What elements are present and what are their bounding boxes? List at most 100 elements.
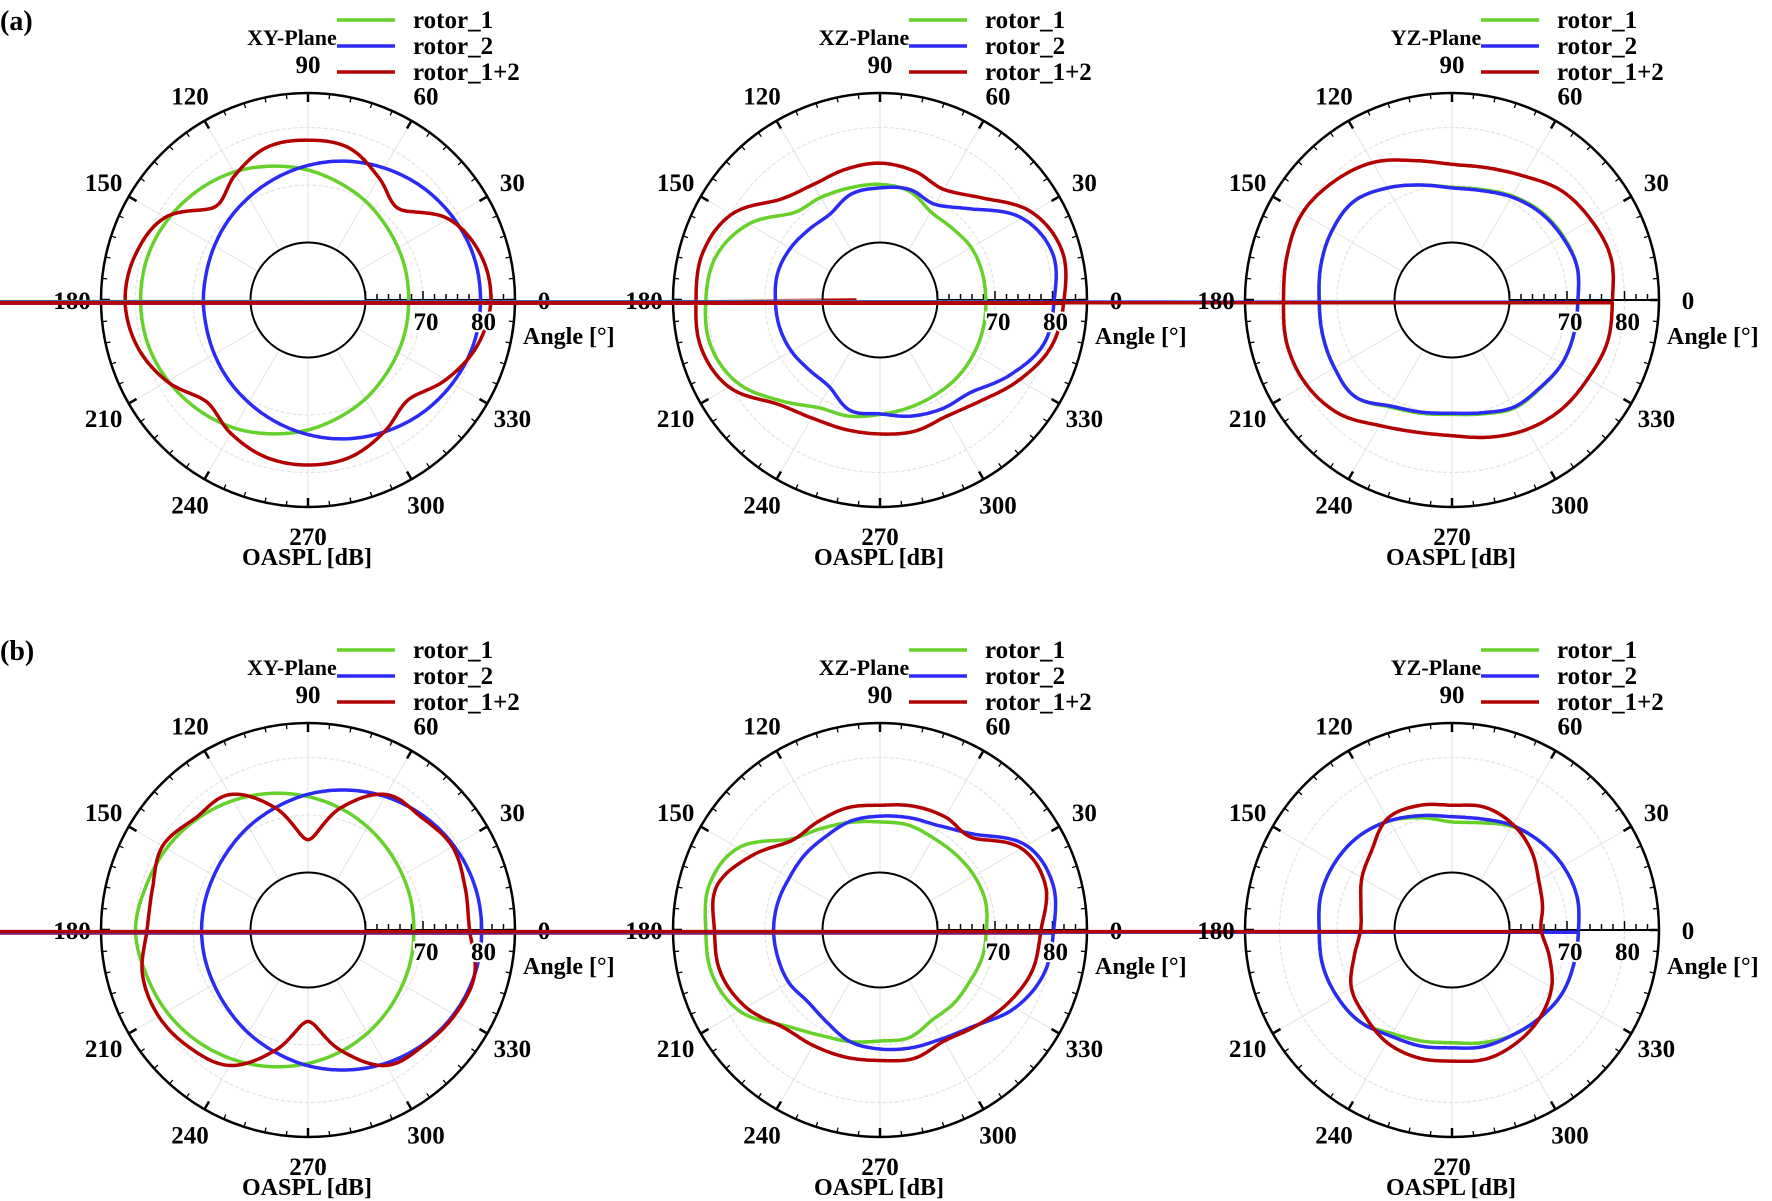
angle-minor-tick xyxy=(153,434,159,439)
angle-minor-tick xyxy=(243,491,247,498)
angle-minor-tick xyxy=(1513,102,1517,109)
angle-minor-tick xyxy=(223,740,227,746)
angle-minor-tick xyxy=(998,132,1003,137)
angle-minor-tick xyxy=(1080,950,1086,953)
angular-gridline xyxy=(1501,826,1632,902)
angle-minor-tick xyxy=(105,341,111,344)
angle-major-tick xyxy=(1050,195,1060,203)
angle-tick-label: 60 xyxy=(414,84,439,111)
inner-circle xyxy=(1393,241,1511,359)
angular-gridline xyxy=(700,958,831,1034)
angular-gridline xyxy=(128,328,259,404)
angle-minor-tick xyxy=(492,1011,498,1015)
angle-minor-tick xyxy=(471,418,476,423)
angle-tick-label: 330 xyxy=(494,406,532,433)
angle-minor-tick xyxy=(941,102,945,109)
angle-minor-tick xyxy=(795,1114,799,1120)
angle-minor-tick xyxy=(264,497,267,503)
angle-minor-tick xyxy=(169,449,174,455)
angle-tick-label: 270 xyxy=(289,1154,327,1181)
angle-minor-tick xyxy=(682,235,689,239)
angle-tick-label: 300 xyxy=(979,492,1017,519)
angle-axis-label: Angle [°] xyxy=(1667,954,1759,980)
angle-minor-tick xyxy=(1652,277,1658,280)
angle-tick-label: 60 xyxy=(414,714,439,741)
angle-major-tick xyxy=(977,750,985,760)
angle-major-tick xyxy=(203,750,211,760)
angular-gridline xyxy=(336,120,412,251)
angle-axis-label: Angle [°] xyxy=(1095,324,1187,350)
angle-tick-label: 270 xyxy=(289,524,327,551)
angle-minor-tick xyxy=(1367,484,1371,490)
angle-minor-tick xyxy=(677,971,683,974)
angle-tick-label: 30 xyxy=(1644,170,1669,197)
angle-minor-tick xyxy=(712,807,717,812)
legend-label: rotor_1 xyxy=(985,637,1065,664)
angular-gridline xyxy=(336,349,412,480)
panel-title: YZ-Plane xyxy=(1391,25,1482,50)
angle-tick-label: 180 xyxy=(1197,918,1235,945)
angle-minor-tick xyxy=(1043,177,1048,182)
angle-minor-tick xyxy=(442,775,447,781)
angle-minor-tick xyxy=(1493,1127,1496,1133)
angle-minor-tick xyxy=(457,1064,463,1069)
angle-minor-tick xyxy=(712,418,717,423)
angle-minor-tick xyxy=(389,484,393,490)
angle-tick-label: 240 xyxy=(1315,492,1353,519)
angle-major-tick xyxy=(478,195,488,203)
angle-minor-tick xyxy=(1246,950,1252,953)
angle-minor-tick xyxy=(1297,791,1303,796)
angle-major-tick xyxy=(1272,397,1282,405)
series-line-rotor_1-plus-2 xyxy=(0,802,1554,1064)
angle-minor-tick xyxy=(264,1127,267,1133)
angle-major-tick xyxy=(128,397,138,405)
angle-minor-tick xyxy=(690,215,696,219)
angle-minor-tick xyxy=(1071,361,1078,365)
angle-major-tick xyxy=(977,1100,985,1110)
angle-tick-label: 210 xyxy=(657,406,695,433)
angle-tick-label: 210 xyxy=(1229,1036,1267,1063)
angle-minor-tick xyxy=(1071,865,1078,869)
angle-minor-tick xyxy=(998,463,1003,468)
angle-minor-tick xyxy=(1297,161,1303,166)
angle-minor-tick xyxy=(674,907,680,910)
angular-gridline xyxy=(1272,826,1403,902)
angle-major-tick xyxy=(128,1027,138,1035)
radius-tick-label: 70 xyxy=(1558,939,1583,966)
angle-major-tick xyxy=(1347,750,1355,760)
angle-tick-label: 30 xyxy=(500,170,525,197)
angle-minor-tick xyxy=(243,1121,247,1128)
angle-minor-tick xyxy=(1649,886,1655,889)
angle-major-tick xyxy=(1272,825,1282,833)
panel-title: XZ-Plane xyxy=(819,25,910,50)
angle-minor-tick xyxy=(1071,235,1078,239)
angle-major-tick xyxy=(775,120,783,130)
angle-tick-label: 210 xyxy=(85,1036,123,1063)
angle-minor-tick xyxy=(757,132,762,137)
angle-major-tick xyxy=(1622,397,1632,405)
angle-minor-tick xyxy=(1601,791,1607,796)
angular-gridline xyxy=(357,958,488,1034)
legend-label: rotor_1+2 xyxy=(985,59,1092,86)
angle-minor-tick xyxy=(1387,1121,1391,1128)
angle-minor-tick xyxy=(1408,97,1411,103)
angle-minor-tick xyxy=(1014,449,1019,455)
angular-gridline xyxy=(908,979,984,1110)
angle-minor-tick xyxy=(1429,500,1432,506)
angle-minor-tick xyxy=(1387,491,1391,498)
angle-minor-tick xyxy=(1284,1048,1289,1053)
angle-tick-label: 150 xyxy=(85,800,123,827)
angle-minor-tick xyxy=(153,161,159,166)
angle-tick-label: 330 xyxy=(1638,406,1676,433)
angle-minor-tick xyxy=(508,277,514,280)
angle-minor-tick xyxy=(349,1127,352,1133)
angle-tick-label: 240 xyxy=(743,1122,781,1149)
angle-minor-tick xyxy=(243,102,247,109)
legend-label: rotor_2 xyxy=(413,33,493,60)
angle-minor-tick xyxy=(1329,132,1334,137)
angle-minor-tick xyxy=(1652,320,1658,323)
angle-tick-label: 150 xyxy=(657,800,695,827)
angle-major-tick xyxy=(405,750,413,760)
angle-major-tick xyxy=(203,120,211,130)
